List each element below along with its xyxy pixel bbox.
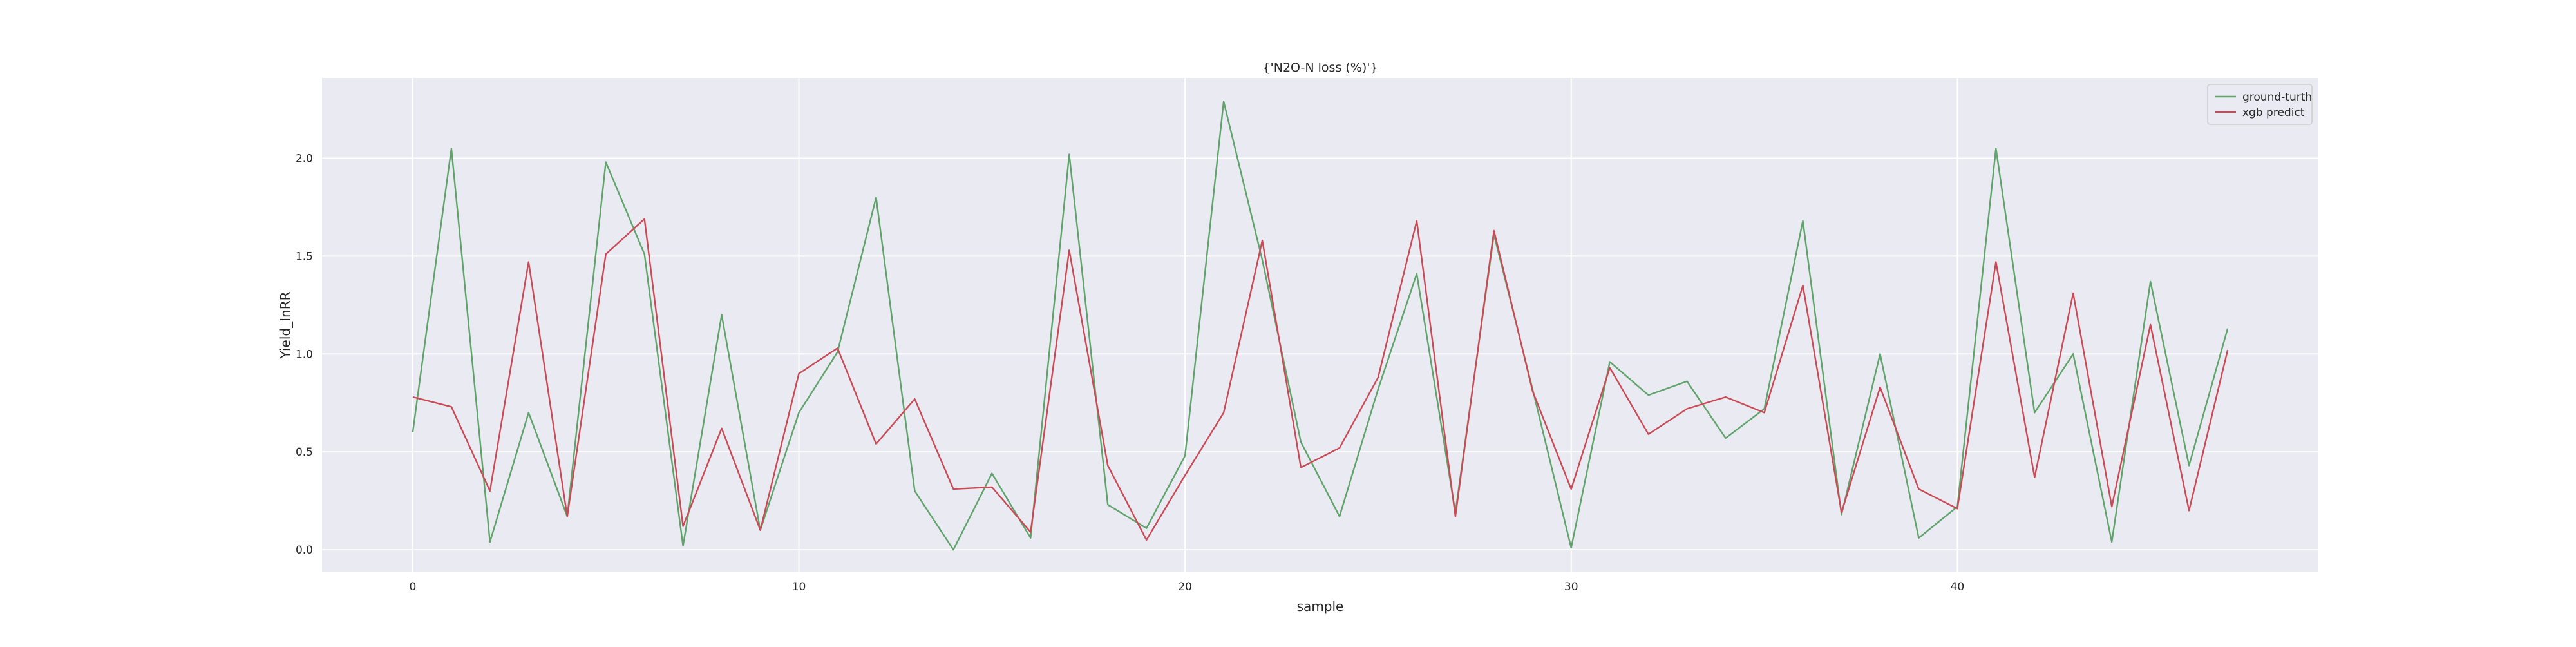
x-tick-label: 40 bbox=[1951, 581, 1965, 594]
y-tick-label: 2.0 bbox=[296, 153, 313, 166]
x-tick-label: 0 bbox=[409, 581, 416, 594]
legend-box bbox=[2207, 84, 2313, 125]
y-tick-label: 0.0 bbox=[296, 544, 313, 557]
legend-label-xgb-predict: xgb predict bbox=[2242, 106, 2305, 119]
legend: ground-turth xgb predict bbox=[2207, 84, 2313, 125]
x-tick-label: 10 bbox=[792, 581, 806, 594]
legend-label-ground-truth: ground-turth bbox=[2242, 91, 2312, 104]
series-line-ground-truth bbox=[412, 101, 2229, 551]
plot-area bbox=[322, 78, 2318, 572]
chart-title: {'N2O-N loss (%)'} bbox=[1262, 61, 1378, 75]
y-tick-label: 0.5 bbox=[296, 446, 313, 459]
x-axis-label: sample bbox=[1297, 599, 1344, 614]
y-axis-ticks: 0.0 0.5 1.0 1.5 2.0 bbox=[296, 153, 313, 557]
series-line-xgb-predict bbox=[412, 218, 2229, 541]
y-tick-label: 1.5 bbox=[296, 250, 313, 263]
x-tick-label: 20 bbox=[1178, 581, 1192, 594]
x-axis-ticks: 0 10 20 30 40 bbox=[409, 581, 1964, 594]
grid-lines bbox=[322, 78, 2318, 572]
y-axis-label: Yield_InRR bbox=[278, 291, 293, 359]
x-tick-label: 30 bbox=[1564, 581, 1578, 594]
series-lines bbox=[412, 101, 2229, 551]
y-tick-label: 1.0 bbox=[296, 348, 313, 361]
